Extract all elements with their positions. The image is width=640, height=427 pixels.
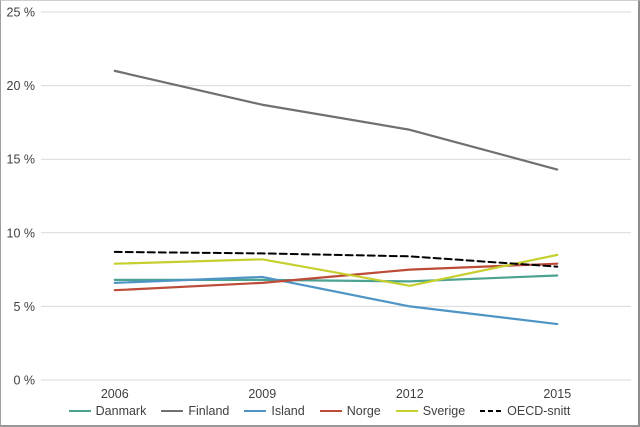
series-line-island xyxy=(113,275,559,326)
y-axis-tick-label: 20 % xyxy=(7,79,36,93)
chart-legend: Danmark Finland Island Norge Sverige OECD-sni… xyxy=(1,401,638,421)
legend-swatch-island xyxy=(244,409,267,413)
legend-label: Danmark xyxy=(95,404,147,418)
legend-item-island: Island xyxy=(244,404,305,418)
x-axis-tick-label: 2006 xyxy=(101,387,129,401)
legend-swatch-oecd-snitt xyxy=(480,409,503,413)
legend-swatch-norge xyxy=(319,409,342,413)
legend-swatch-finland xyxy=(161,409,184,413)
x-axis-tick-label: 2015 xyxy=(543,387,571,401)
y-axis-tick-label: 0 % xyxy=(13,374,35,388)
legend-item-norge: Norge xyxy=(319,404,381,418)
y-axis-tick-label: 25 % xyxy=(7,6,36,20)
series-line-oecd-snitt xyxy=(113,250,559,268)
legend-label: Finland xyxy=(188,404,230,418)
series-line-norge xyxy=(113,262,559,292)
y-axis-tick-label: 10 % xyxy=(7,226,36,240)
legend-item-oecd-snitt: OECD-snitt xyxy=(480,404,570,418)
legend-label: Island xyxy=(271,404,305,418)
legend-swatch-danmark xyxy=(68,409,91,413)
y-axis-tick-label: 15 % xyxy=(7,153,36,167)
legend-label: OECD-snitt xyxy=(507,404,571,418)
legend-swatch-sverige xyxy=(395,409,418,413)
legend-label: Norge xyxy=(346,404,381,418)
legend-item-finland: Finland xyxy=(161,404,229,418)
x-axis-tick-label: 2009 xyxy=(248,387,276,401)
x-axis-tick-label: 2012 xyxy=(396,387,424,401)
y-axis-tick-label: 5 % xyxy=(13,300,35,314)
series-line-sverige xyxy=(113,253,559,287)
series-line-finland xyxy=(113,69,559,171)
legend-item-danmark: Danmark xyxy=(68,404,147,418)
legend-item-sverige: Sverige xyxy=(395,404,466,418)
legend-label: Sverige xyxy=(422,404,466,418)
